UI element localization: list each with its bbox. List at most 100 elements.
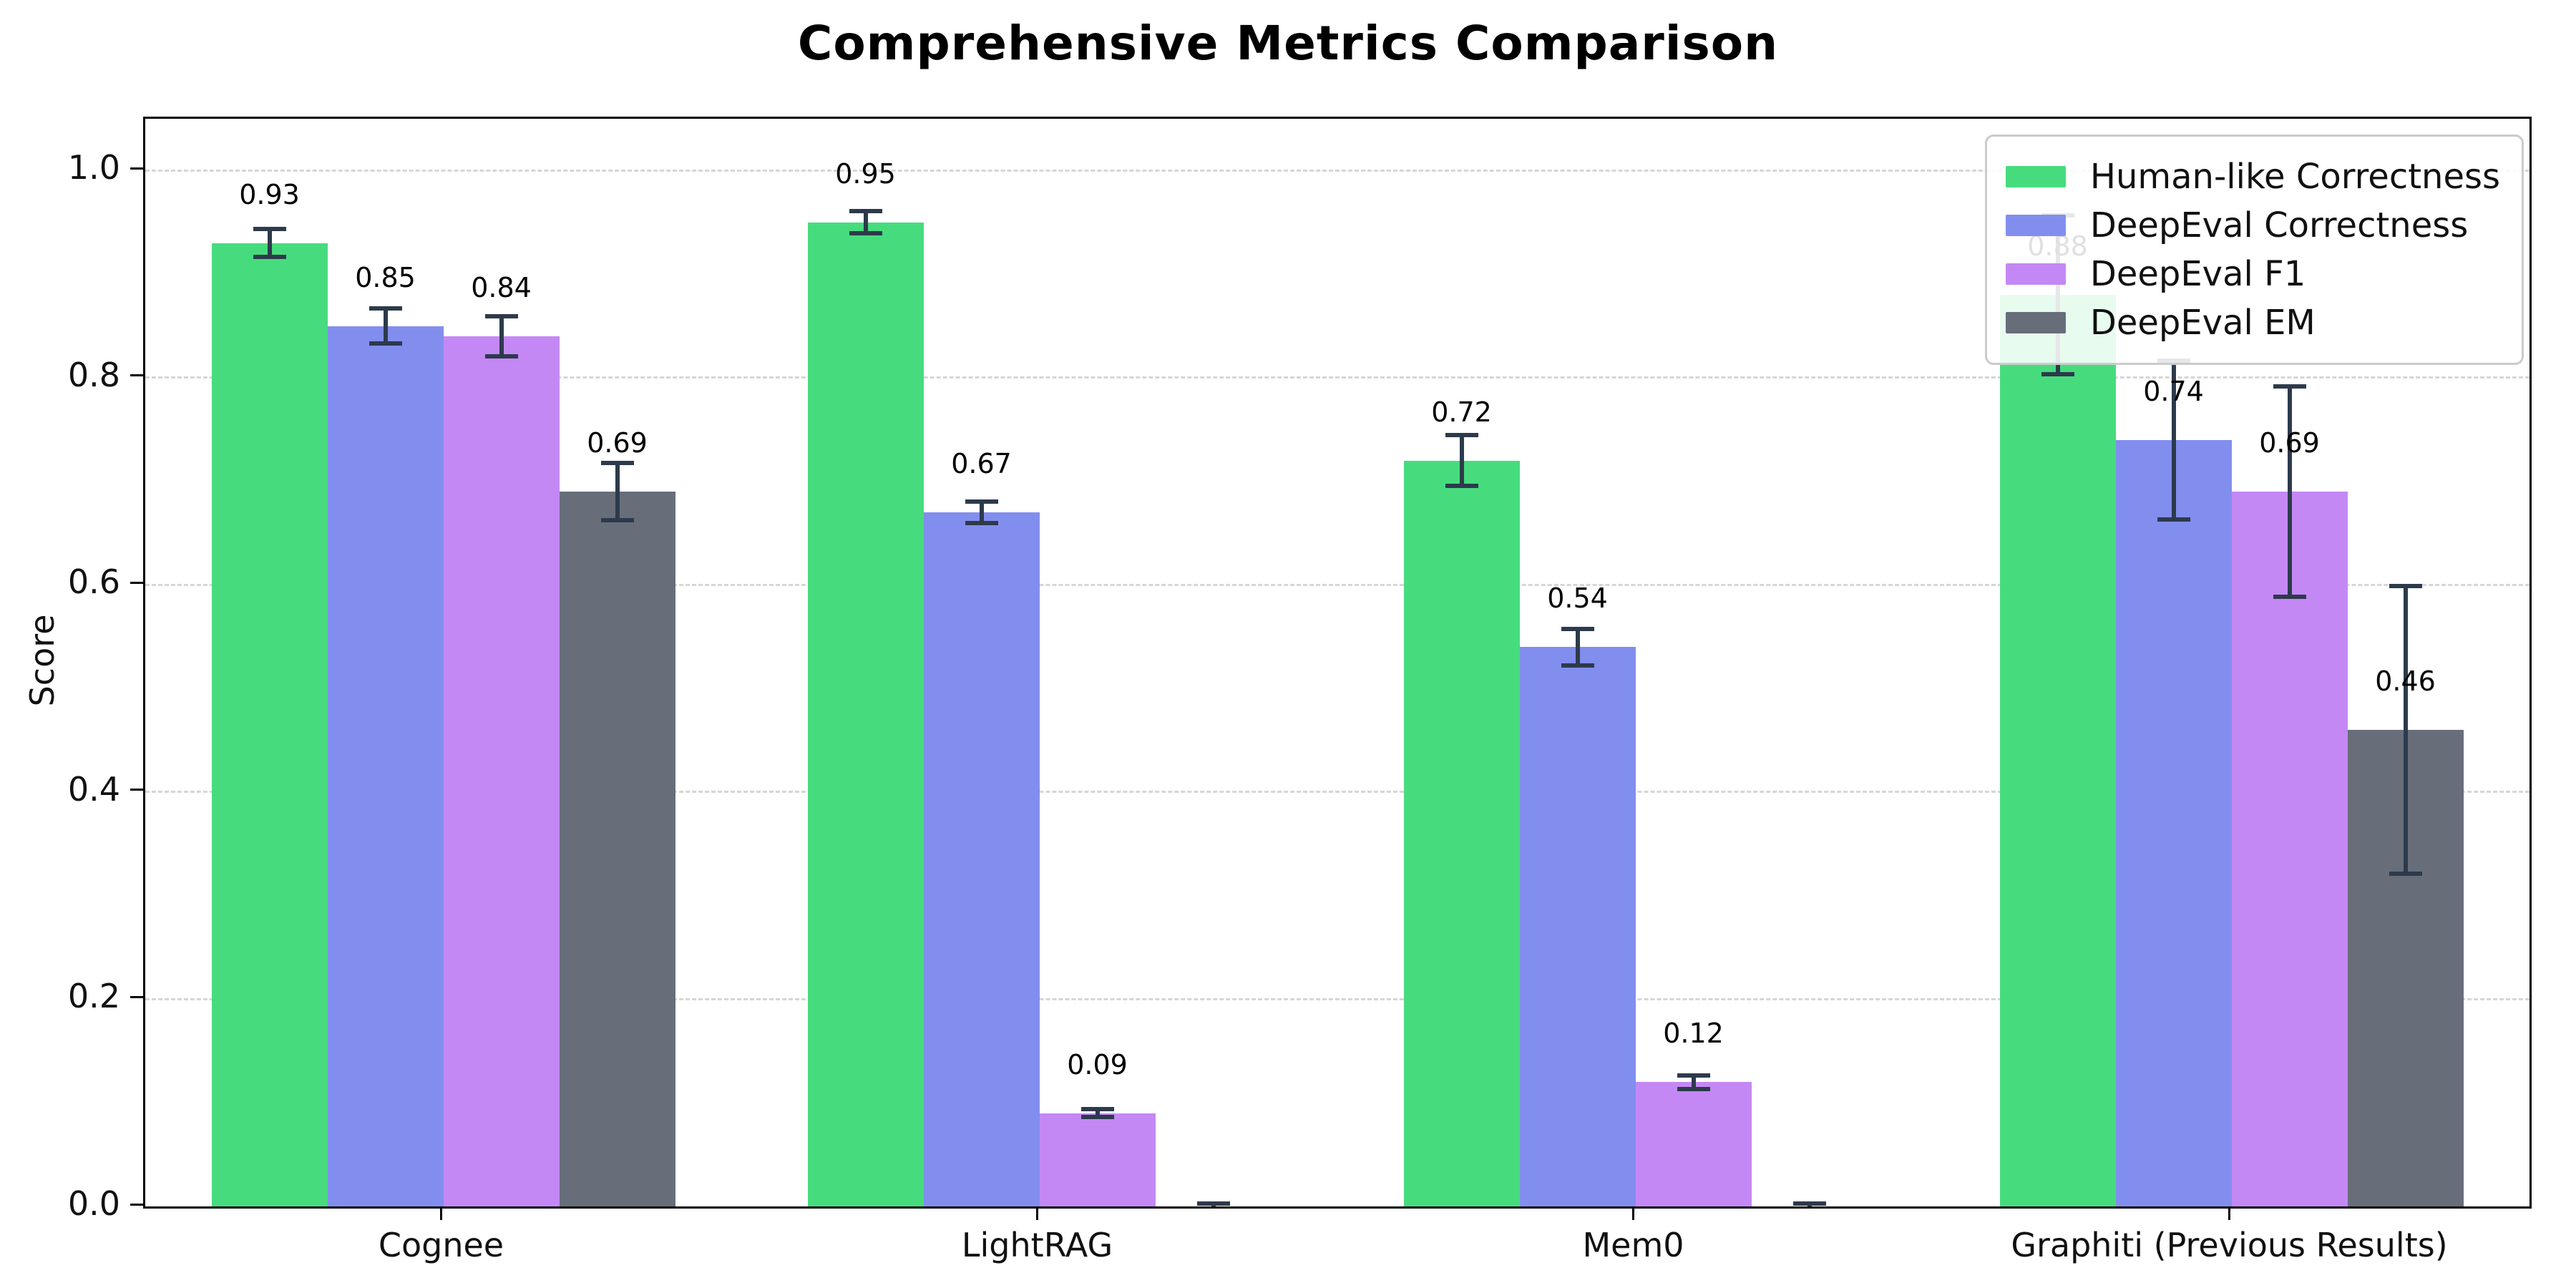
error-bar-cap-bottom [2273,595,2306,600]
y-tick-mark [130,374,143,377]
error-bar-cap-bottom [2041,372,2074,377]
bar [327,326,444,1206]
chart-title: Comprehensive Metrics Comparison [797,16,1779,71]
error-bar [1691,1073,1696,1091]
error-bar-cap-top [1080,1107,1114,1112]
bar-value-label: 0.84 [471,272,532,303]
bar-value-label: 0.74 [2143,375,2204,407]
legend-swatch [2005,312,2066,333]
error-bar-cap-bottom [1793,1207,1826,1209]
gridline [145,997,2529,1000]
gridline [145,169,2529,172]
bar [1403,460,1520,1206]
error-bar-cap-top [965,499,998,504]
legend-item: DeepEval F1 [2005,254,2500,294]
error-bar-cap-top [369,306,402,311]
error-bar [1095,1108,1100,1118]
y-tick-mark [130,1203,143,1206]
bar [1519,647,1636,1206]
bar [1039,1113,1156,1206]
bar [2231,492,2348,1206]
error-bar-cap-top [484,313,518,318]
y-tick-mark [130,581,143,584]
error-bar-cap-top [2389,584,2422,589]
legend-swatch [2005,263,2066,285]
bar [559,492,675,1206]
x-tick-mark [1632,1209,1634,1220]
bar-value-label: 0.46 [2375,665,2436,698]
error-bar-cap-top [1561,626,1594,631]
plot-area: 0.930.950.720.880.850.670.540.740.840.09… [143,117,2532,1209]
error-bar [1459,434,1464,488]
bar [443,336,560,1206]
error-bar-cap-bottom [484,354,518,359]
error-bar-cap-top [2273,384,2306,389]
legend-item: Human-like Correctness [2005,157,2500,197]
error-bar-cap-bottom [253,255,286,260]
error-bar-cap-top [1792,1201,1826,1206]
bar-value-label: 0.93 [239,178,300,210]
y-tick-label: 0.2 [67,977,120,1016]
legend-label: DeepEval F1 [2089,254,2306,294]
x-tick-label: LightRAG [961,1226,1113,1264]
legend: Human-like Correctness DeepEval Correctne… [1984,135,2524,365]
legend-item: DeepEval Correctness [2005,205,2500,245]
error-bar [267,228,272,259]
error-bar-cap-bottom [1677,1086,1710,1091]
bar-value-label: 0.85 [355,261,416,293]
y-axis-label: Score [23,614,62,707]
error-bar [2403,585,2408,875]
y-tick-label: 0.0 [67,1184,120,1223]
bar [807,222,924,1206]
legend-label: Human-like Correctness [2089,157,2500,197]
error-bar [2287,385,2292,599]
error-bar-cap-top [849,209,882,214]
error-bar-cap-bottom [2389,871,2422,876]
y-tick-mark [130,789,143,791]
error-bar-cap-bottom [600,518,634,523]
error-bar-cap-bottom [369,341,402,346]
legend-swatch [2005,215,2066,236]
bar-value-label: 0.67 [951,448,1012,480]
bar [211,243,328,1206]
legend-label: DeepEval Correctness [2089,205,2469,245]
bar [1999,295,2116,1206]
legend-swatch [2005,166,2066,187]
error-bar [615,462,620,522]
bar-value-label: 0.12 [1663,1018,1724,1050]
error-bar-cap-top [1445,433,1478,438]
x-tick-label: Mem0 [1582,1226,1684,1264]
error-bar-cap-top [1677,1073,1710,1078]
gridline [145,376,2529,379]
y-tick-label: 0.4 [67,769,120,809]
bar-value-label: 0.69 [2259,427,2320,459]
bar-value-label: 0.54 [1547,582,1608,615]
bar [2115,439,2232,1206]
x-tick-mark [1036,1209,1038,1220]
error-bar-cap-bottom [1080,1114,1114,1119]
y-tick-label: 0.8 [67,355,120,394]
error-bar-cap-top [253,227,286,231]
gridline [145,791,2529,794]
bar-value-label: 0.95 [835,157,896,190]
error-bar [383,307,388,345]
error-bar [499,314,504,358]
error-bar [979,499,984,525]
y-tick-mark [130,167,143,170]
error-bar-cap-top [1196,1201,1230,1206]
error-bar [863,210,868,235]
error-bar-cap-bottom [1561,663,1594,668]
bar [1635,1082,1752,1206]
y-tick-label: 1.0 [67,148,120,187]
error-bar-cap-bottom [965,521,998,526]
gridline [145,583,2529,586]
x-tick-label: Graphiti (Previous Results) [2011,1226,2448,1264]
error-bar-cap-bottom [1197,1207,1230,1209]
x-tick-mark [2228,1209,2230,1220]
error-bar-cap-bottom [849,231,882,236]
bar-value-label: 0.69 [587,427,648,459]
y-tick-label: 0.6 [67,562,120,602]
legend-label: DeepEval EM [2089,303,2316,343]
bar-value-label: 0.09 [1067,1048,1128,1080]
